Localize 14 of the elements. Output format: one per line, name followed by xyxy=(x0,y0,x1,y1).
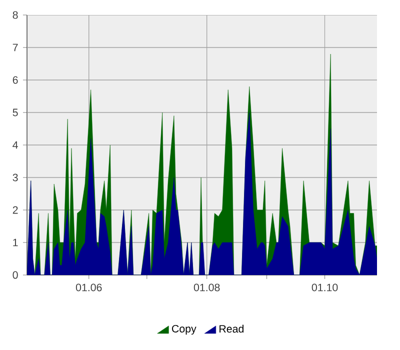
y-tick-label: 7 xyxy=(12,44,18,52)
y-tick-label: 5 xyxy=(12,108,18,116)
x-tick-label: 01.10 xyxy=(312,284,338,292)
y-tick-label: 4 xyxy=(12,141,18,149)
y-tick-label: 0 xyxy=(12,271,18,279)
legend-label: Read xyxy=(220,324,244,333)
y-tick-label: 2 xyxy=(12,206,18,214)
y-tick-label: 6 xyxy=(12,76,18,84)
legend-label: Copy xyxy=(172,324,196,335)
y-tick-label: 8 xyxy=(12,11,18,19)
y-tick-label: 1 xyxy=(13,238,18,246)
x-tick-label: 01.06 xyxy=(76,284,102,292)
x-tick-label: 01.08 xyxy=(194,284,220,292)
y-tick-label: 3 xyxy=(12,174,18,182)
